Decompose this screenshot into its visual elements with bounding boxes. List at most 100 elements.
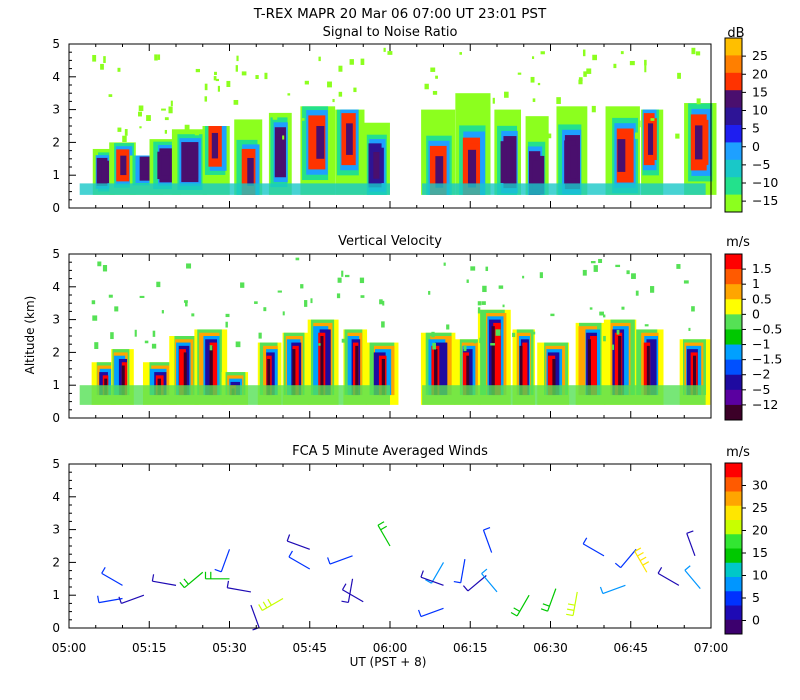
velocity-echo-core bbox=[522, 342, 528, 396]
snr-upper-speck bbox=[620, 51, 624, 55]
wind-barb bbox=[510, 594, 530, 617]
snr-colorbar-frame bbox=[724, 37, 743, 213]
snr-upper-speck bbox=[226, 80, 231, 87]
velocity-upper-speck bbox=[381, 321, 385, 328]
velocity-upper-speck bbox=[490, 343, 496, 346]
snr-upper-speck bbox=[517, 72, 522, 75]
winds-colorbar-label: 25 bbox=[752, 500, 768, 515]
snr-upper-speck bbox=[532, 98, 536, 102]
snr-upper-speck bbox=[435, 75, 438, 79]
snr-upper-speck bbox=[650, 118, 655, 121]
winds-colorbar-swatch bbox=[725, 520, 742, 535]
snr-echo-core bbox=[564, 140, 576, 184]
velocity-upper-speck bbox=[258, 332, 262, 339]
snr-upper-speck bbox=[430, 67, 436, 72]
snr-upper-speck bbox=[327, 81, 332, 88]
snr-upper-speck bbox=[637, 120, 641, 128]
snr-panel: Signal to Noise Ratio dB 0 1 2 3 4 5 25 20 15 10… bbox=[52, 25, 778, 215]
snr-colorbar-label: 10 bbox=[752, 103, 768, 118]
snr-echo-core bbox=[161, 155, 170, 176]
snr-upper-speck bbox=[695, 51, 701, 56]
velocity-upper-speck bbox=[254, 301, 258, 304]
winds-colorbar-label: 30 bbox=[752, 478, 768, 493]
velocity-echo-core bbox=[491, 326, 495, 396]
velocity-y-axis: 0 1 2 3 4 5 bbox=[52, 247, 76, 425]
snr-colorbar-label: −10 bbox=[752, 175, 778, 190]
snr-upper-speck bbox=[691, 47, 696, 55]
velocity-upper-speck bbox=[589, 307, 593, 310]
velocity-colorbar-swatch bbox=[725, 404, 742, 421]
velocity-echo-core bbox=[179, 349, 186, 396]
velocity-upper-speck bbox=[470, 266, 476, 271]
velocity-y-tick-label: 0 bbox=[52, 411, 60, 425]
winds-y-tick-label: 4 bbox=[52, 490, 60, 504]
velocity-upper-speck bbox=[310, 298, 313, 304]
velocity-echo-core bbox=[519, 345, 523, 396]
snr-upper-speck bbox=[157, 54, 161, 60]
snr-echo-core bbox=[120, 155, 127, 176]
velocity-colorbar-swatch bbox=[725, 314, 742, 330]
velocity-upper-speck bbox=[225, 321, 228, 328]
snr-upper-speck bbox=[146, 115, 151, 121]
velocity-colorbar-label: −1.5 bbox=[752, 352, 782, 367]
winds-colorbar-label: 10 bbox=[752, 568, 768, 583]
figure-title: T-REX MAPR 20 Mar 06 07:00 UT 23:01 PST bbox=[253, 6, 547, 22]
velocity-echo-core bbox=[590, 336, 597, 396]
velocity-upper-speck bbox=[593, 265, 598, 272]
velocity-upper-speck bbox=[240, 282, 245, 288]
snr-upper-speck bbox=[556, 97, 561, 104]
snr-upper-speck bbox=[459, 52, 462, 55]
snr-upper-speck bbox=[170, 100, 173, 107]
velocity-low-level-band bbox=[79, 385, 390, 405]
velocity-echo-core bbox=[646, 345, 650, 396]
velocity-echo-core bbox=[183, 352, 187, 396]
velocity-upper-speck bbox=[443, 262, 446, 266]
velocity-echo-core bbox=[292, 345, 299, 396]
velocity-upper-speck bbox=[156, 281, 161, 288]
snr-upper-speck bbox=[161, 108, 166, 111]
velocity-colorbar-swatch bbox=[725, 374, 742, 391]
snr-low-level-band bbox=[79, 183, 390, 195]
velocity-upper-speck bbox=[152, 330, 156, 337]
velocity-upper-speck bbox=[621, 306, 625, 310]
wind-barb bbox=[341, 583, 364, 603]
velocity-colorbar-label: −2 bbox=[752, 367, 770, 382]
snr-upper-speck bbox=[217, 85, 220, 92]
velocity-upper-speck bbox=[615, 264, 621, 268]
velocity-upper-speck bbox=[502, 304, 505, 308]
snr-upper-speck bbox=[387, 51, 393, 55]
velocity-y-tick-label: 1 bbox=[52, 378, 60, 392]
velocity-upper-speck bbox=[582, 269, 587, 276]
velocity-colorbar: 1.510.50−0.5−1−1.5−2−5−12 bbox=[724, 253, 782, 421]
velocity-echo-core bbox=[209, 342, 218, 396]
snr-upper-speck bbox=[92, 54, 97, 62]
velocity-upper-speck bbox=[446, 324, 450, 330]
velocity-upper-speck bbox=[691, 306, 695, 312]
velocity-echo-core bbox=[552, 358, 556, 396]
velocity-upper-speck bbox=[97, 261, 102, 267]
x-tick-label: 06:00 bbox=[373, 641, 408, 655]
snr-upper-speck bbox=[138, 105, 144, 112]
snr-colorbar-label: 0 bbox=[752, 139, 760, 154]
wind-barb bbox=[481, 568, 498, 593]
wind-barb bbox=[634, 547, 650, 573]
velocity-upper-speck bbox=[225, 313, 230, 318]
snr-upper-speck bbox=[124, 129, 128, 136]
winds-colorbar-swatch bbox=[725, 605, 742, 621]
wind-barb bbox=[97, 595, 123, 604]
winds-colorbar-label: 5 bbox=[752, 590, 760, 605]
snr-upper-speck bbox=[282, 135, 285, 140]
snr-upper-speck bbox=[464, 115, 469, 120]
winds-colorbar-swatch bbox=[725, 477, 742, 492]
velocity-echo-core bbox=[618, 336, 622, 396]
velocity-echo-core bbox=[267, 358, 271, 396]
velocity-upper-speck bbox=[282, 311, 285, 316]
velocity-upper-speck bbox=[382, 300, 385, 306]
snr-upper-speck bbox=[504, 91, 509, 98]
velocity-upper-speck bbox=[183, 300, 188, 303]
velocity-echo-core bbox=[646, 339, 657, 396]
wind-barb bbox=[214, 549, 231, 573]
snr-upper-speck bbox=[583, 71, 587, 77]
velocity-echo-core bbox=[355, 345, 359, 396]
winds-y-tick-label: 1 bbox=[52, 588, 60, 602]
